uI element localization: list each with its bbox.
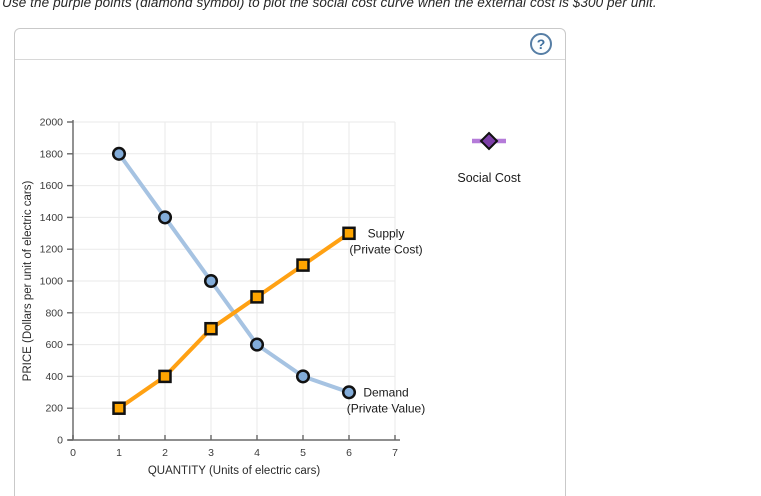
demand-point — [249, 337, 265, 352]
x-tick-label: 1 — [116, 447, 122, 459]
x-tick-label: 5 — [300, 447, 306, 459]
legend-label: Social Cost — [457, 171, 521, 185]
x-tick-label: 4 — [254, 447, 260, 459]
y-tick-label: 800 — [45, 307, 63, 319]
supply-point — [296, 258, 310, 272]
y-tick-label: 600 — [45, 339, 63, 351]
x-tick-label: 3 — [208, 447, 214, 459]
y-tick-label: 1000 — [40, 276, 64, 288]
chart-container: 0 1 2 3 4 5 6 7 0 200 400 600 800 1000 1200 1400 1600 180… — [15, 60, 565, 496]
supply-point — [158, 369, 172, 384]
supply-curve-label: (Private Cost) — [349, 242, 422, 256]
social-cost-legend-diamond[interactable] — [479, 131, 499, 151]
x-tick-label: 6 — [346, 447, 352, 459]
y-tick-label: 200 — [45, 403, 63, 415]
y-tick-label: 1600 — [40, 180, 64, 192]
y-tick-label: 400 — [45, 371, 63, 383]
x-tick-label: 2 — [162, 447, 168, 459]
x-tick-label: 0 — [70, 447, 76, 459]
demand-curve-label: Demand — [363, 385, 408, 399]
y-tick-label: 1800 — [40, 148, 64, 160]
y-tick-label: 2000 — [40, 117, 64, 129]
y-axis-title: PRICE (Dollars per unit of electric cars… — [22, 180, 34, 381]
help-icon[interactable]: ? — [530, 33, 552, 55]
y-tick-label: 1200 — [40, 244, 64, 256]
supply-point — [342, 226, 356, 241]
x-tick-label: 7 — [392, 447, 398, 459]
x-axis-title: QUANTITY (Units of electric cars) — [148, 465, 320, 477]
chart: 0 1 2 3 4 5 6 7 0 200 400 600 800 1000 1200 1400 1600 180… — [22, 117, 521, 478]
y-tick-label: 0 — [57, 435, 63, 447]
y-tick-label: 1400 — [40, 212, 64, 224]
demand-curve-label: (Private Value) — [347, 401, 425, 415]
supply-point — [250, 290, 264, 304]
demand-point — [111, 146, 127, 161]
demand-point — [341, 385, 357, 400]
demand-point — [157, 210, 173, 225]
supply-point — [112, 401, 126, 415]
supply-point — [204, 321, 218, 336]
demand-point — [295, 369, 311, 384]
question-panel: ? 0 1 2 3 4 5 6 7 0 200 400 600 800 1000 1200 1400 1600 1… — [14, 28, 566, 496]
supply-line — [117, 231, 351, 411]
panel-header: ? — [15, 29, 565, 60]
demand-point — [203, 273, 219, 289]
supply-curve-label: Supply — [368, 226, 405, 240]
instruction-text: Use the purple points (diamond symbol) t… — [2, 0, 657, 10]
